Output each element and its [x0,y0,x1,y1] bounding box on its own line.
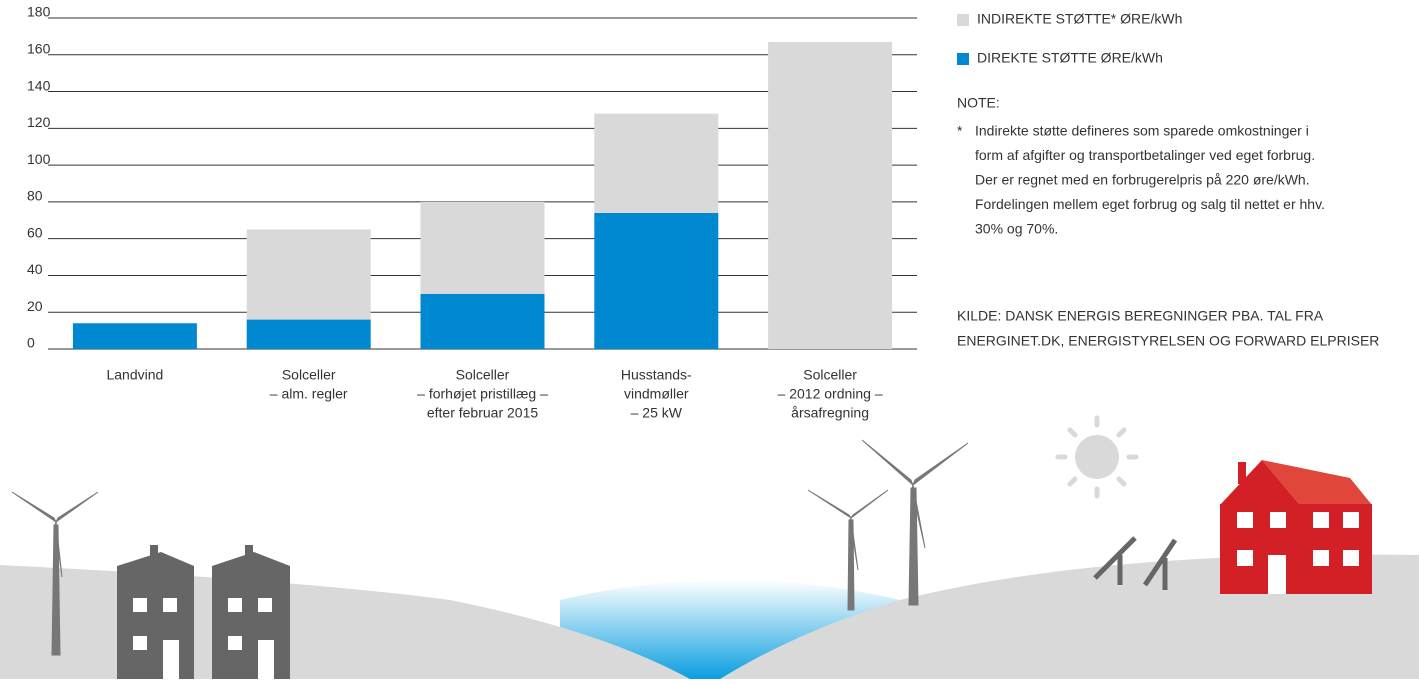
bar-segment [246,229,371,320]
x-tick-label: efter februar 2015 [427,405,539,421]
x-tick-label: vindmøller [624,386,689,402]
solar-panels [1093,536,1178,590]
bar-segment [420,293,545,349]
source-line: ENERGINET.DK, ENERGISTYRELSEN OG FORWARD… [957,333,1379,349]
y-tick-label: 160 [27,40,51,56]
y-tick-label: 40 [27,261,43,277]
legend-label: DIREKTE STØTTE ØRE/kWh [977,50,1163,66]
x-tick-label: Solceller [456,367,510,383]
note-line: Fordelingen mellem eget forbrug og salg … [975,196,1325,212]
legend-swatch [957,53,969,65]
bar-segment [420,201,545,294]
sun [1055,415,1139,499]
x-tick-label: Solceller [803,367,857,383]
x-tick-label: Solceller [282,367,336,383]
note-line: Indirekte støtte defineres som sparede o… [975,123,1309,139]
y-tick-label: 80 [27,188,43,204]
note-line: form af afgifter og transportbetalinger … [975,147,1315,163]
x-tick-label: årsafregning [791,405,869,421]
y-tick-label: 0 [27,335,35,351]
y-tick-label: 120 [27,114,51,130]
x-tick-label: – forhøjet pristillæg – [417,386,548,402]
y-tick-label: 140 [27,77,51,93]
y-tick-label: 100 [27,151,51,167]
bar-segment [768,41,893,350]
note-title: NOTE: [957,95,1000,111]
bar-segment [594,212,719,349]
x-tick-label: Landvind [106,367,163,383]
note-line: 30% og 70%. [975,221,1058,237]
illustration [0,415,1419,679]
bar-segment [246,319,371,349]
house-red [1220,460,1372,594]
x-tick-label: – 25 kW [631,405,683,421]
note-marker: * [957,123,963,139]
y-tick-label: 20 [27,298,43,314]
windmills [11,439,969,656]
legend-swatch [957,14,969,26]
y-tick-label: 180 [27,4,51,20]
bar-segment [594,113,719,213]
y-tick-label: 60 [27,224,43,240]
source-line: KILDE: DANSK ENERGIS BEREGNINGER PBA. TA… [957,308,1324,324]
bar-segment [72,323,197,349]
x-tick-label: – alm. regler [270,386,348,402]
note-line: Der er regnet med en forbrugerelpris på … [975,172,1310,188]
x-tick-label: Husstands- [621,367,692,383]
x-tick-label: – 2012 ordning – [778,386,883,402]
houses-gray [117,545,290,679]
legend-label: INDIREKTE STØTTE* ØRE/kWh [977,11,1182,27]
